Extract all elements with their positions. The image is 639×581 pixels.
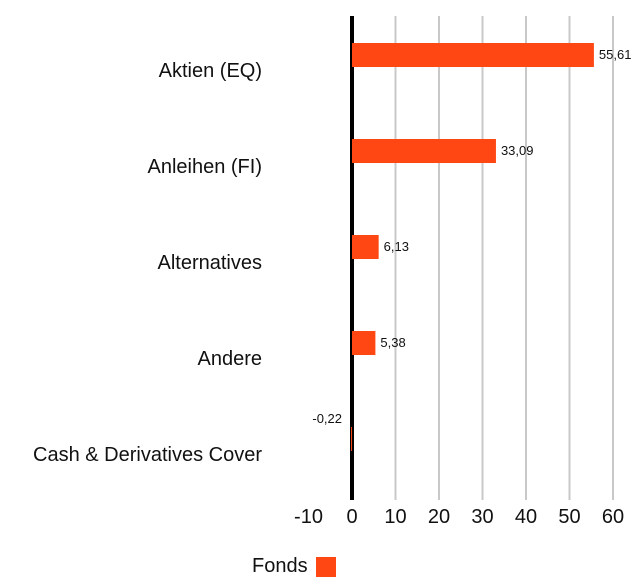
- x-tick-label-0: -10: [294, 506, 323, 528]
- x-tick-label-7: 60: [602, 506, 624, 528]
- bar-1: [352, 139, 496, 163]
- bar-0: [352, 43, 594, 67]
- x-tick-label-3: 20: [428, 506, 450, 528]
- bar-2: [352, 235, 379, 259]
- legend-label: Fonds: [252, 555, 308, 577]
- x-tick-label-1: 0: [346, 506, 357, 528]
- legend: Fonds: [252, 555, 336, 578]
- legend-swatch: [315, 556, 336, 577]
- value-label-0: 55,61: [599, 47, 632, 62]
- value-label-2: 6,13: [384, 239, 409, 254]
- x-tick-label-5: 40: [515, 506, 537, 528]
- category-label-2: Alternatives: [158, 252, 263, 274]
- value-label-1: 33,09: [501, 143, 534, 158]
- category-label-1: Anleihen (FI): [148, 156, 263, 178]
- value-label-3: 5,38: [380, 335, 405, 350]
- category-label-4: Cash & Derivatives Cover: [33, 444, 262, 466]
- x-tick-label-2: 10: [384, 506, 406, 528]
- x-tick-label-4: 30: [471, 506, 493, 528]
- bar-3: [352, 331, 376, 355]
- x-tick-label-6: 50: [558, 506, 580, 528]
- value-label-4: -0,22: [312, 411, 342, 426]
- category-label-3: Andere: [198, 348, 263, 370]
- bar-4: [351, 427, 353, 451]
- category-label-0: Aktien (EQ): [159, 60, 262, 82]
